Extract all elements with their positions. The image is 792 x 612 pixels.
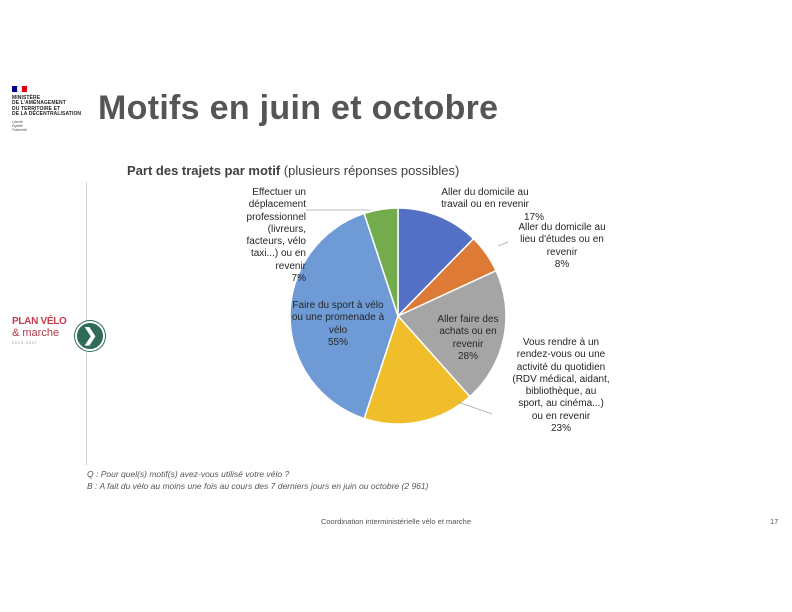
chart-title-rest: (plusieurs réponses possibles) (283, 163, 460, 178)
slice-label-line: (livreurs, (267, 223, 306, 235)
slice-label-line: professionnel (246, 211, 306, 223)
slice-value-label: 28% (457, 350, 478, 362)
slice-label-line: travail ou en revenir (441, 199, 529, 211)
nav-glyph: ❯ (82, 325, 98, 345)
plan-velo-logo: PLAN VÉLO & marche 2023-2027 (12, 310, 74, 360)
pie-slice (397, 207, 475, 318)
slice-label-line: ou en revenir (531, 410, 591, 422)
flag-blue (12, 86, 17, 92)
chart-title: Part des trajets par motif (plusieurs ré… (127, 163, 459, 178)
question-note: Q : Pour quel(s) motif(s) avez-vous util… (87, 469, 290, 479)
flag-white (17, 86, 22, 92)
slice-label-line: activité du quotidien (516, 361, 606, 373)
plan-velo-logo-line3: 2023-2027 (12, 341, 38, 345)
slice-label: Aller faire des achats ou en revenir 28% (432, 314, 504, 363)
ministry-line: MINISTÈRE (12, 95, 41, 101)
slice-label-line: Faire du sport à vélo (292, 300, 384, 311)
footer-text: Coordination interministérielle vélo et … (320, 517, 472, 526)
slice-label-line: Effectuer un (252, 187, 306, 198)
slice-label-line: Aller du domicile au (441, 187, 529, 198)
slice-value-label: 55% (327, 336, 348, 348)
slice-label-line: ou une promenade à (291, 312, 385, 324)
motto-line: Fraternité (12, 127, 27, 132)
slice-label-line: vélo (328, 324, 348, 336)
slice-label-line: déplacement (248, 199, 306, 211)
base-note: B : A fait du vélo au moins une fois au … (87, 481, 429, 491)
pie-slice (363, 314, 471, 425)
page-number: 17 (770, 517, 779, 526)
ministry-line: DU TERRITOIRE ET (12, 105, 61, 112)
ministry-motto: Liberté Égalité Fraternité (12, 120, 32, 132)
pie-slice (363, 207, 399, 317)
slice-value-label: 7% (291, 273, 306, 285)
slice-label-line: lieu d'études ou en (520, 234, 604, 246)
slice-label-line: revenir (275, 260, 306, 272)
slice-value-label: 8% (554, 258, 570, 270)
slice-label: Vous rendre à un rendez-vous ou une activi… (496, 337, 626, 435)
pie-slices (289, 207, 507, 425)
leader-line (457, 401, 493, 415)
motto-line: Égalité (12, 123, 23, 128)
ministry-line: DE LA DÉCENTRALISATION (12, 111, 82, 118)
slice-label: Effectuer un déplacement professionnel (liv… (224, 187, 306, 285)
flag-red (22, 86, 27, 92)
republic-flag-icon (12, 86, 27, 92)
slice-label-line: revenir (546, 246, 578, 258)
ministry-logo-text: MINISTÈRE DE L'AMÉNAGEMENT DU TERRITOIRE… (12, 95, 92, 118)
chart-title-bold: Part des trajets par motif (127, 163, 281, 178)
page-title: Motifs en juin et octobre (98, 89, 499, 127)
slice-label-line: bibliothèque, au (525, 386, 597, 398)
slice-label-line: facteurs, vélo (246, 236, 306, 248)
chevron-right-icon[interactable]: ❯ (75, 321, 105, 351)
leader-line (497, 241, 509, 247)
slice-label-line: rendez-vous ou une (516, 349, 606, 361)
ministry-line: DE L'AMÉNAGEMENT (12, 100, 66, 107)
leader-lines (306, 209, 509, 415)
slice-label-line: Aller du domicile au (518, 222, 606, 233)
slice-label-line: sport, au cinéma...) (518, 398, 604, 410)
slice-value-label: 17% (523, 211, 544, 223)
slice-label: Aller du domicile au travail ou en reveni… (426, 187, 544, 224)
slice-label-line: taxi...) ou en (250, 248, 306, 260)
slice-label-line: revenir (452, 338, 484, 350)
pie-slice (396, 269, 507, 398)
slice-label-line: (RDV médical, aidant, (512, 373, 610, 385)
slice-value-label: 23% (550, 423, 571, 435)
slice-label-line: Aller faire des (437, 314, 499, 325)
slice-label-line: achats ou en (439, 326, 497, 338)
plan-velo-logo-line2: & marche (12, 327, 60, 339)
slice-label: Aller du domicile au lieu d'études ou en r… (512, 222, 612, 271)
plan-velo-logo-line1: PLAN VÉLO (12, 316, 67, 327)
pie-slice (289, 212, 399, 420)
slice-label-line: Vous rendre à un (522, 337, 600, 348)
motto-line: Liberté (12, 120, 23, 124)
